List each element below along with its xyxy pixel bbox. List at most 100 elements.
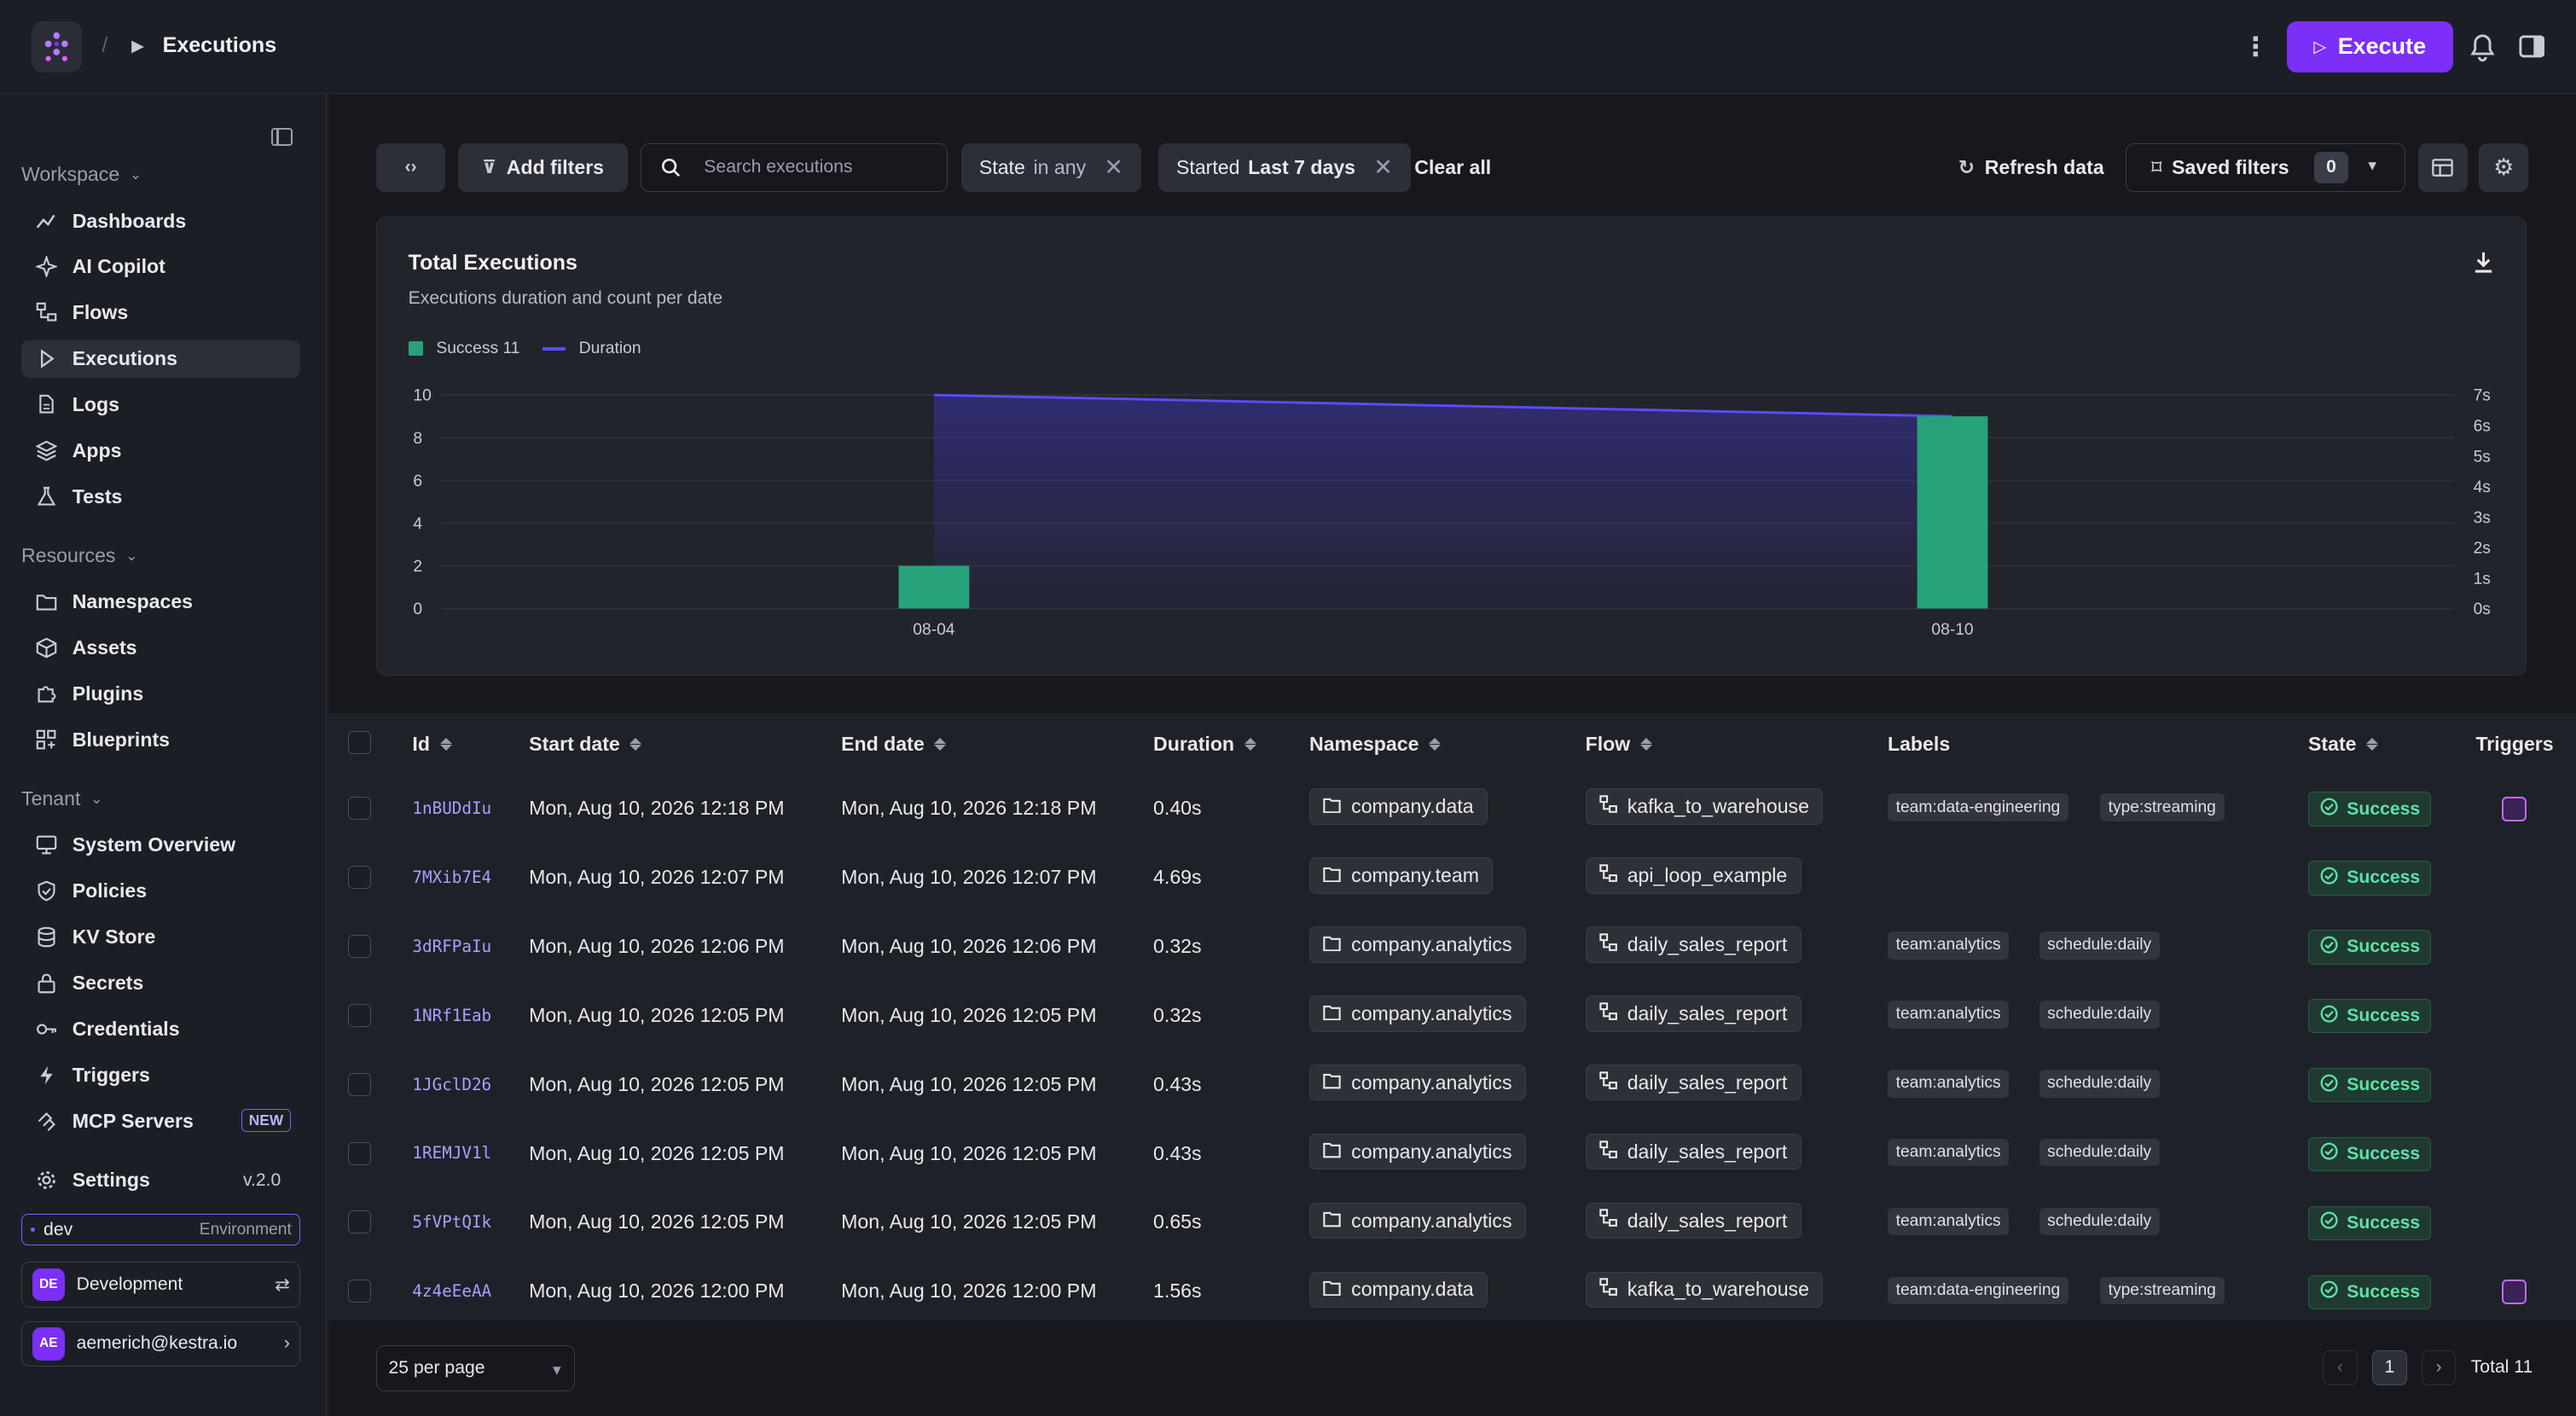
sort-icon[interactable] <box>934 738 947 752</box>
prev-page-button[interactable]: ‹ <box>2323 1350 2358 1385</box>
kestra-logo[interactable] <box>31 21 83 73</box>
flow-tag[interactable]: api_loop_example <box>1585 857 1801 894</box>
execute-button[interactable]: ▷ Execute <box>2286 21 2453 73</box>
sort-icon[interactable] <box>629 738 642 752</box>
column-header-flow[interactable]: Flow <box>1586 733 1652 756</box>
sidebar-item-plugins[interactable]: Plugins <box>21 676 300 713</box>
per-page-select[interactable]: 25 per page ▾ <box>376 1345 576 1392</box>
page-number-button[interactable]: 1 <box>2372 1350 2407 1385</box>
label-chip[interactable]: schedule:daily <box>2039 931 2160 960</box>
collapse-sidebar-icon[interactable] <box>270 128 293 147</box>
namespace-tag[interactable]: company.data <box>1309 1271 1488 1309</box>
row-checkbox[interactable] <box>348 1003 372 1027</box>
label-chip[interactable]: team:data-engineering <box>1887 1276 2068 1305</box>
label-chip[interactable]: team:data-engineering <box>1887 793 2068 821</box>
column-header-start[interactable]: Start date <box>529 733 642 756</box>
sidebar-item-assets[interactable]: Assets <box>21 630 300 667</box>
namespace-tag[interactable]: company.analytics <box>1309 1065 1526 1101</box>
execution-id-link[interactable]: 4z4eEeAA <box>412 1281 492 1302</box>
legend-success[interactable]: Success 11 <box>436 339 520 357</box>
legend-duration[interactable]: Duration <box>578 339 641 357</box>
code-view-button[interactable]: ‹› <box>376 142 445 193</box>
column-header-end[interactable]: End date <box>841 733 947 756</box>
sidebar-item-triggers[interactable]: Triggers <box>21 1056 300 1094</box>
resources-section-toggle[interactable]: Resources ⌄ <box>21 543 138 566</box>
label-chip[interactable]: team:analytics <box>1887 1069 2010 1098</box>
execution-id-link[interactable]: 3dRFPaIu <box>412 936 492 956</box>
sidebar-item-policies[interactable]: Policies <box>21 873 300 910</box>
row-checkbox[interactable] <box>348 934 372 958</box>
namespace-tag[interactable]: company.analytics <box>1309 1202 1526 1239</box>
sidebar-item-apps[interactable]: Apps <box>21 432 300 470</box>
sidebar-item-flows[interactable]: Flows <box>21 294 300 332</box>
close-icon[interactable]: ✕ <box>1373 154 1393 180</box>
namespace-tag[interactable]: company.analytics <box>1309 1133 1526 1170</box>
namespace-tag[interactable]: company.team <box>1309 857 1494 894</box>
execution-id-link[interactable]: 1nBUDdIu <box>412 798 492 819</box>
trigger-icon[interactable] <box>2502 1280 2527 1305</box>
label-chip[interactable]: schedule:daily <box>2039 1000 2160 1029</box>
execution-id-link[interactable]: 5fVPtQIk <box>412 1212 492 1233</box>
sidebar-item-credentials[interactable]: Credentials <box>21 1010 300 1047</box>
label-chip[interactable]: type:streaming <box>2100 793 2225 821</box>
flow-tag[interactable]: daily_sales_report <box>1585 1065 1801 1101</box>
column-header-state[interactable]: State <box>2308 733 2379 756</box>
flow-tag[interactable]: kafka_to_warehouse <box>1585 1271 1824 1309</box>
namespace-tag[interactable]: company.data <box>1309 788 1488 825</box>
sidebar-item-tests[interactable]: Tests <box>21 478 300 515</box>
row-checkbox[interactable] <box>348 1141 372 1165</box>
sort-icon[interactable] <box>1639 738 1652 752</box>
sidebar-item-secrets[interactable]: Secrets <box>21 965 300 1002</box>
search-input[interactable]: Search executions <box>641 142 949 193</box>
close-icon[interactable]: ✕ <box>1104 154 1123 180</box>
column-header-duration[interactable]: Duration <box>1153 733 1256 756</box>
sidebar-item-system-overview[interactable]: System Overview <box>21 827 300 864</box>
sort-icon[interactable] <box>1244 738 1256 752</box>
workspace-section-toggle[interactable]: Workspace ⌄ <box>21 162 142 185</box>
more-menu-icon[interactable]: ⋮ <box>2242 31 2269 61</box>
state-filter-chip[interactable]: State in any ✕ <box>960 142 1142 193</box>
sidebar-item-dashboards[interactable]: Dashboards <box>21 202 300 240</box>
sidebar-item-settings[interactable]: Settings v.2.0 <box>21 1162 300 1199</box>
label-chip[interactable]: type:streaming <box>2100 1276 2225 1305</box>
execution-id-link[interactable]: 7MXib7E4 <box>412 867 492 887</box>
sort-icon[interactable] <box>2366 738 2379 752</box>
trigger-icon[interactable] <box>2502 797 2527 821</box>
bell-icon[interactable] <box>2469 33 2496 63</box>
side-panel-icon[interactable] <box>2519 34 2545 59</box>
settings-button[interactable]: ⚙ <box>2479 142 2529 193</box>
label-chip[interactable]: schedule:daily <box>2039 1207 2160 1236</box>
column-header-namespace[interactable]: Namespace <box>1309 733 1442 756</box>
row-checkbox[interactable] <box>348 866 372 889</box>
saved-filters-dropdown[interactable]: ⌑ Saved filters 0 ▾ <box>2126 142 2405 193</box>
column-header-id[interactable]: Id <box>412 733 452 756</box>
flow-tag[interactable]: daily_sales_report <box>1585 926 1801 963</box>
tenant-section-toggle[interactable]: Tenant ⌄ <box>21 786 103 810</box>
refresh-data-button[interactable]: ↻ Refresh data <box>1958 155 2104 178</box>
sidebar-item-blueprints[interactable]: Blueprints <box>21 722 300 759</box>
flow-tag[interactable]: kafka_to_warehouse <box>1585 788 1824 825</box>
tenant-switcher[interactable]: DE Development ⇄ <box>21 1262 301 1309</box>
row-checkbox[interactable] <box>348 1210 372 1234</box>
user-menu[interactable]: AE aemerich@kestra.io › <box>21 1320 301 1367</box>
flow-tag[interactable]: daily_sales_report <box>1585 1202 1801 1239</box>
row-checkbox[interactable] <box>348 797 372 821</box>
namespace-tag[interactable]: company.analytics <box>1309 995 1526 1032</box>
label-chip[interactable]: team:analytics <box>1887 1000 2010 1029</box>
label-chip[interactable]: team:analytics <box>1887 1207 2010 1236</box>
sidebar-item-logs[interactable]: Logs <box>21 386 300 424</box>
next-page-button[interactable]: › <box>2421 1350 2457 1385</box>
execution-id-link[interactable]: 1NRf1Eab <box>412 1005 492 1025</box>
sort-icon[interactable] <box>439 738 452 752</box>
row-checkbox[interactable] <box>348 1072 372 1096</box>
label-chip[interactable]: team:analytics <box>1887 1138 2010 1167</box>
add-filters-button[interactable]: ⊽ Add filters <box>458 142 628 193</box>
sidebar-item-kv-store[interactable]: KV Store <box>21 919 300 956</box>
flow-tag[interactable]: daily_sales_report <box>1585 1133 1801 1170</box>
select-all-checkbox[interactable] <box>348 731 372 755</box>
started-filter-chip[interactable]: Started Last 7 days ✕ <box>1157 142 1411 193</box>
download-icon[interactable] <box>2474 251 2493 274</box>
flow-tag[interactable]: daily_sales_report <box>1585 995 1801 1032</box>
table-columns-button[interactable] <box>2418 142 2468 193</box>
sidebar-item-namespaces[interactable]: Namespaces <box>21 583 300 621</box>
